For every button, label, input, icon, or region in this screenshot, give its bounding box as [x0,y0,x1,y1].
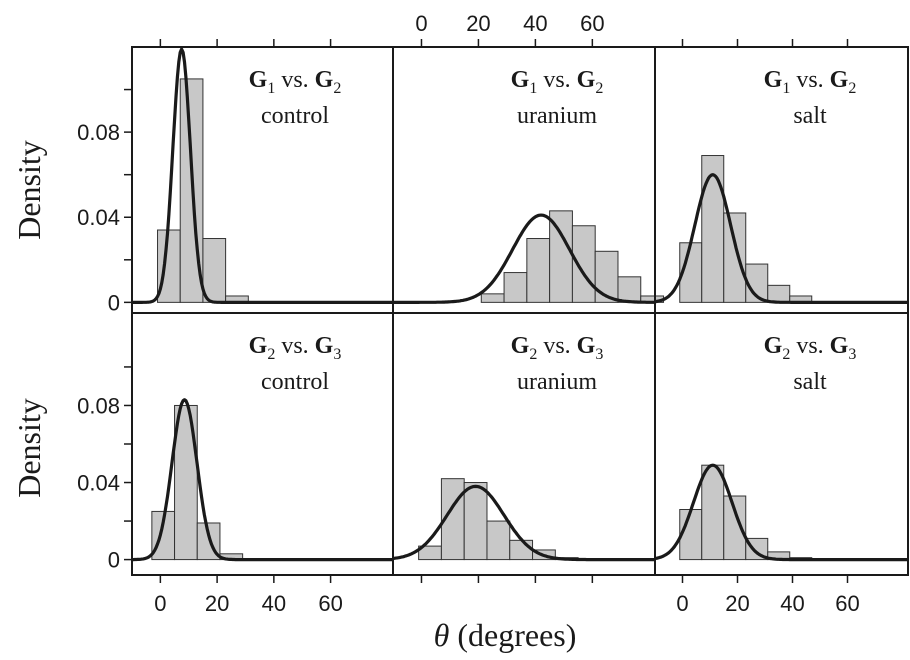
panel-comparison-part: 2 [848,80,856,97]
y-axis-title-bottom: Density [11,398,47,498]
histogram-bar [701,464,725,561]
histogram-bar [509,539,534,561]
panel-comparison-part: G [315,67,334,93]
panel-comparison-part: G [511,333,530,359]
density-curve [131,47,394,304]
panel-comparison-part: G [249,67,268,93]
histogram-bar [723,495,747,561]
histogram-bar [486,520,511,561]
x-tick-label-top: 60 [580,11,604,36]
density-curve [654,463,909,562]
panel-treatment-label: control [261,369,329,395]
panel-comparison-label: G2 vs. G3 [511,333,604,363]
y-tick-label: 0.08 [77,120,120,145]
y-tick-label: 0.08 [77,393,120,418]
panel-comparison-part: 2 [595,80,603,97]
histogram-bar [463,482,488,561]
panel-comparison-label: G1 vs. G2 [249,67,342,97]
panel-comparison-part: 2 [529,346,537,363]
histogram-bar [745,263,769,303]
panel-comparison-part: G [764,333,783,359]
histogram-bar [767,284,791,303]
y-tick-label: 0.04 [77,205,120,230]
x-tick-label: 40 [262,591,286,616]
panel-treatment-label: uranium [517,369,597,395]
panel-comparison-part: vs. [275,333,314,359]
x-tick-label: 20 [725,591,749,616]
panel-treatment-label: salt [793,369,827,395]
panel-comparison-part: G [577,333,596,359]
x-tick-label: 40 [780,591,804,616]
panel-comparison-part: vs. [275,67,314,93]
panel-comparison-part: 1 [782,80,790,97]
y-tick-label: 0.04 [77,471,120,496]
panel-comparison-part: 3 [333,346,341,363]
histogram-bar [701,155,725,303]
x-tick-label: 60 [835,591,859,616]
histogram-bar [723,212,747,303]
panel-treatment-label: uranium [517,103,597,129]
histogram-bar [202,238,227,303]
histogram-bar [174,404,198,561]
density-curve [392,484,656,562]
panel-treatment-label: salt [793,103,827,129]
x-tick-label-top: 20 [466,11,490,36]
panel-comparison-part: 2 [267,346,275,363]
panel-comparison-part: 2 [782,346,790,363]
y-tick-label: 0 [108,548,120,573]
panel-comparison-part: 3 [595,346,603,363]
panel-comparison-part: G [249,333,268,359]
panel-comparison-part: vs. [790,333,829,359]
x-tick-label-top: 40 [523,11,547,36]
histogram-bar [480,293,505,303]
x-tick-label: 20 [205,591,229,616]
panel-comparison-part: G [577,67,596,93]
density-curve [392,213,656,304]
panel-comparison-part: 3 [848,346,856,363]
panel-comparison-label: G2 vs. G3 [249,333,342,363]
histogram-bar [526,238,551,303]
x-tick-label: 0 [676,591,688,616]
panel-comparison-part: G [315,333,334,359]
x-tick-label-top: 0 [415,11,427,36]
histogram-bar [617,276,642,303]
x-tick-label: 60 [318,591,342,616]
panel-comparison-part: 1 [529,80,537,97]
histogram-bar [503,272,528,303]
panel-treatment-label: control [261,103,329,129]
density-curve [131,398,394,562]
panel-comparison-part: 1 [267,80,275,97]
panel-comparison-part: G [764,67,783,93]
x-axis-title-symbol: θ [434,617,450,653]
y-axis-title-top: Density [11,140,47,240]
panel-comparison-label: G1 vs. G2 [511,67,604,97]
panel-comparison-part: G [830,333,849,359]
panel-comparison-part: vs. [537,67,576,93]
panel-comparison-label: G2 vs. G3 [764,333,857,363]
panel-comparison-part: vs. [790,67,829,93]
x-axis-title-text: (degrees) [449,617,576,653]
axes-layer: 0 0.04 0.08 0 0.04 0.08 0 0 0 20 20 20 40 40 40 60 60 60 [77,11,909,616]
panel-comparison-label: G1 vs. G2 [764,67,857,97]
panel-comparison-part: G [511,67,530,93]
panel-comparison-part: G [830,67,849,93]
density-curve [654,173,909,304]
plot-frame [131,46,909,576]
panel-comparison-part: 2 [333,80,341,97]
x-axis-title: θ (degrees) [434,617,577,653]
panel-comparison-part: vs. [537,333,576,359]
y-tick-label: 0 [108,290,120,315]
x-tick-label: 0 [154,591,166,616]
